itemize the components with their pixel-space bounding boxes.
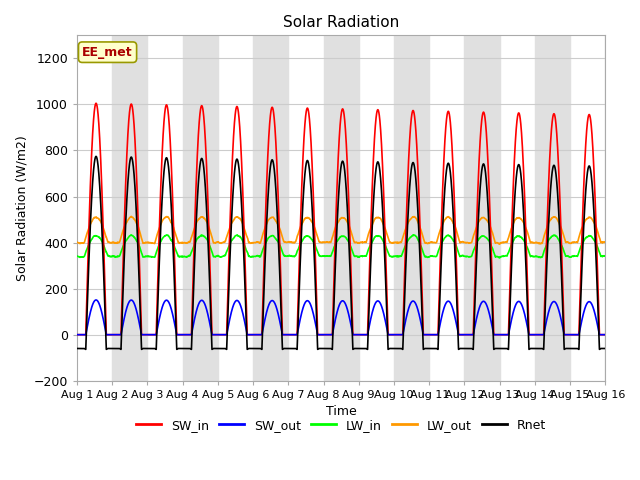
Bar <box>394 36 429 381</box>
Bar <box>324 36 359 381</box>
Bar <box>112 36 147 381</box>
Bar <box>605 36 640 381</box>
X-axis label: Time: Time <box>326 405 356 418</box>
Text: EE_met: EE_met <box>83 46 133 59</box>
Legend: SW_in, SW_out, LW_in, LW_out, Rnet: SW_in, SW_out, LW_in, LW_out, Rnet <box>131 414 551 437</box>
Bar <box>253 36 288 381</box>
Bar <box>182 36 218 381</box>
Bar <box>465 36 500 381</box>
Bar <box>535 36 570 381</box>
Title: Solar Radiation: Solar Radiation <box>283 15 399 30</box>
Y-axis label: Solar Radiation (W/m2): Solar Radiation (W/m2) <box>15 135 28 281</box>
